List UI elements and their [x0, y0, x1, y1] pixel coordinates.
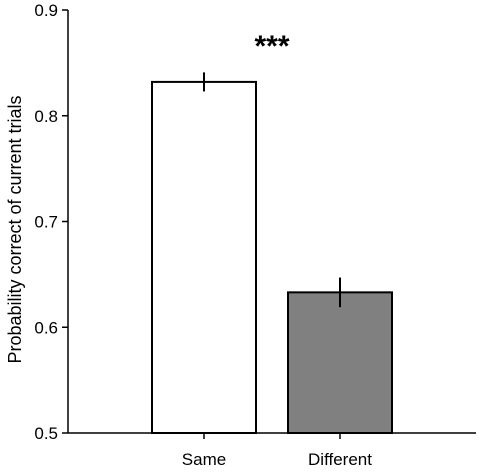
bar-same: [151, 80, 257, 434]
labels-layer: Same Different 0.5 0.6 0.7 0.8 0.9 Probability …: [5, 1, 372, 469]
y-tick-label: 0.9: [34, 1, 58, 20]
bar-different: [287, 291, 393, 435]
x-tick-label-different: Different: [308, 450, 372, 467]
y-tick-label: 0.6: [34, 318, 58, 337]
y-tick-label: 0.8: [34, 107, 58, 126]
significance-annotation: ***: [254, 30, 289, 63]
x-tick-label-same: Same: [182, 450, 226, 467]
error-bars-layer: [203, 72, 341, 308]
bars-layer: [151, 80, 393, 435]
y-axis-label: Probability correct of current trials: [5, 95, 25, 363]
y-tick-label: 0.7: [34, 213, 58, 232]
y-tick-label: 0.5: [34, 424, 58, 443]
axes-layer: [62, 9, 476, 439]
